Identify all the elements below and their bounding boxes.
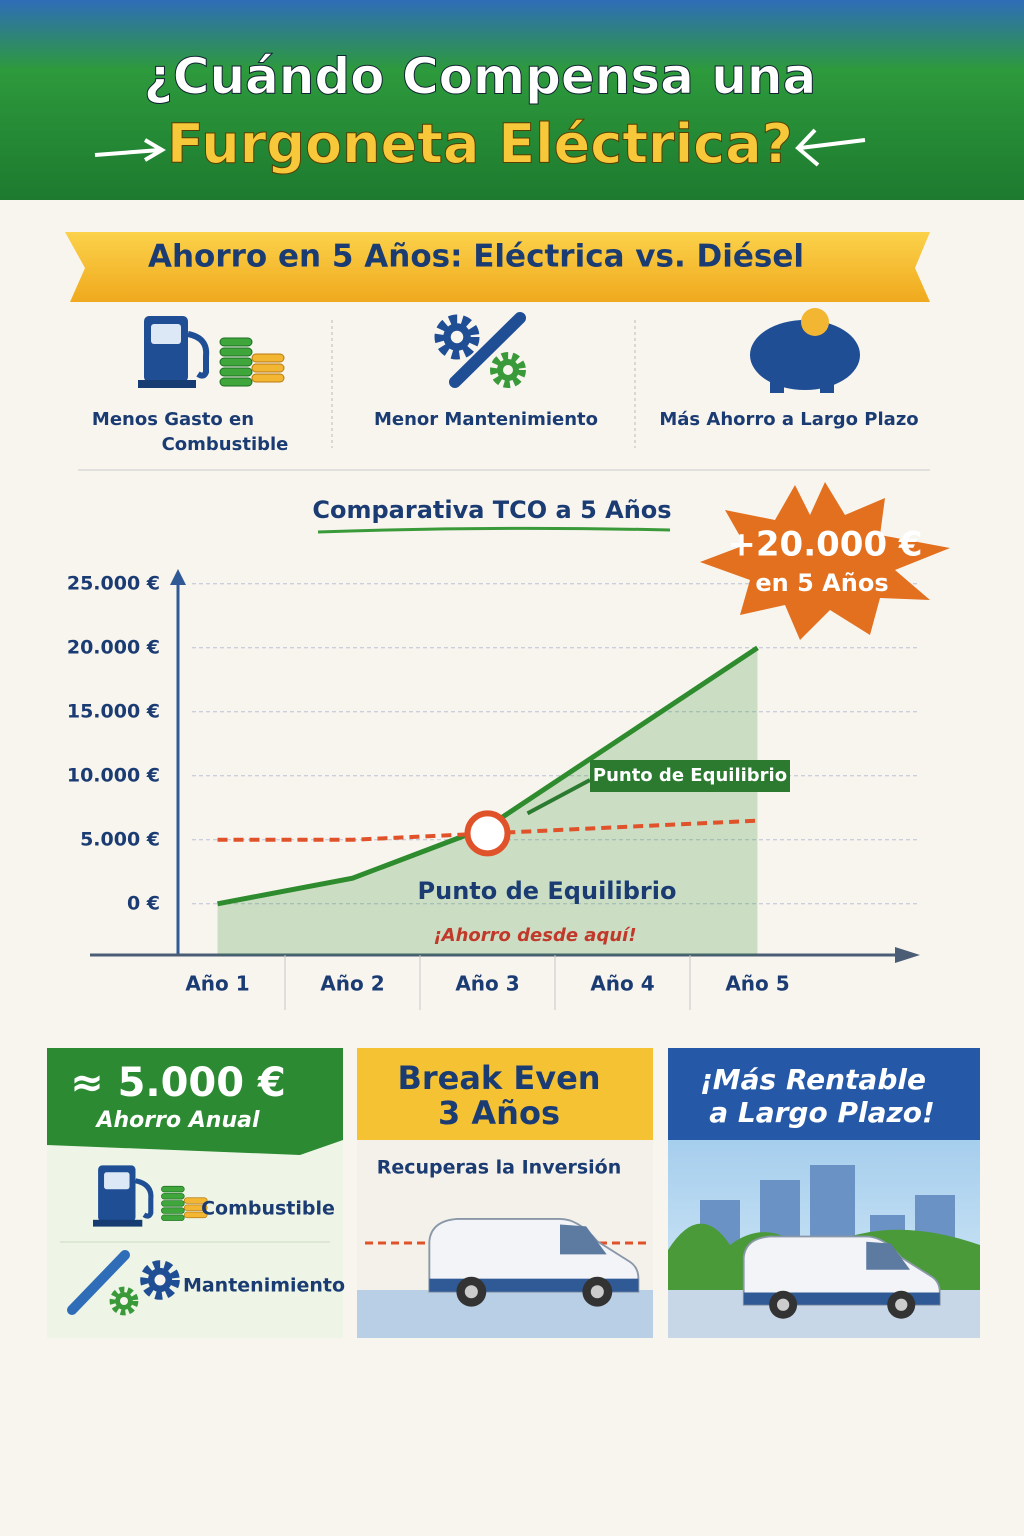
area [217,647,758,955]
arrow [94,138,166,162]
card-title: 3 Años [438,1094,560,1132]
benefit-label: Menos Gasto en [92,409,254,430]
header-bg [0,0,1024,200]
benefit-label: Más Ahorro a Largo Plazo [659,409,918,430]
annotation: Punto de Equilibrio [593,765,787,786]
badge-value: +20.000 € [727,525,922,565]
underline [317,526,671,534]
ribbon [65,232,930,302]
tools-icon [67,1250,175,1312]
benefit-label: Combustible [162,434,289,455]
starburst [700,482,950,640]
chart-title: Comparativa TCO a 5 Años [312,496,671,524]
line [217,818,758,842]
card-header [47,1048,343,1155]
x-tick-label: Año 1 [185,972,249,996]
x-tick-label: Año 5 [725,972,789,996]
annotation: ¡Ahorro desde aquí! [433,925,636,946]
x-tick-label: Año 4 [590,972,654,996]
coins-icon [219,337,285,387]
card-title: a Largo Plazo! [709,1096,935,1129]
y-tick-label: 20.000 € [67,636,160,658]
card-title: ¡Más Rentable [700,1063,926,1096]
fuel-icon [138,316,206,388]
x-tick-label: Año 2 [320,972,384,996]
y-tick-label: 15.000 € [67,700,160,722]
title: ¿Cuándo Compensa una [144,48,816,106]
card-item: Combustible [201,1198,335,1220]
x-axis-arrow [895,947,920,963]
card-title: ≈ 5.000 € [70,1060,286,1106]
card-subtitle: Ahorro Anual [94,1108,259,1133]
annotation: Punto de Equilibrio [418,877,677,905]
card-item: Recuperas la Inversión [377,1157,622,1179]
title: Furgoneta Eléctrica? [167,113,793,176]
badge-label: en 5 Años [755,569,888,597]
break-even-marker [464,810,511,857]
x-tick-label: Año 3 [455,972,519,996]
tools-icon [440,312,526,388]
y-tick-label: 5.000 € [80,828,160,850]
banner-text: Ahorro en 5 Años: Eléctrica vs. Diésel [148,239,804,275]
y-tick-label: 0 € [127,892,160,914]
annotation-arrow [526,778,591,816]
y-tick-label: 25.000 € [67,572,160,594]
chart: 0 € 5.000 € 10.000 € 15.000 € 20.000 € 25.000… [67,569,920,1010]
card-title: Break Even [397,1059,600,1097]
y-axis-arrow [170,569,186,585]
benefit-label: Menor Mantenimiento [374,409,598,430]
arrow [795,128,866,167]
card-header [668,1048,980,1140]
card-header [357,1048,653,1140]
annotation-box [590,760,790,792]
card-item: Mantenimiento [183,1275,345,1297]
piggy-icon [750,308,860,393]
y-tick-label: 10.000 € [67,764,160,786]
